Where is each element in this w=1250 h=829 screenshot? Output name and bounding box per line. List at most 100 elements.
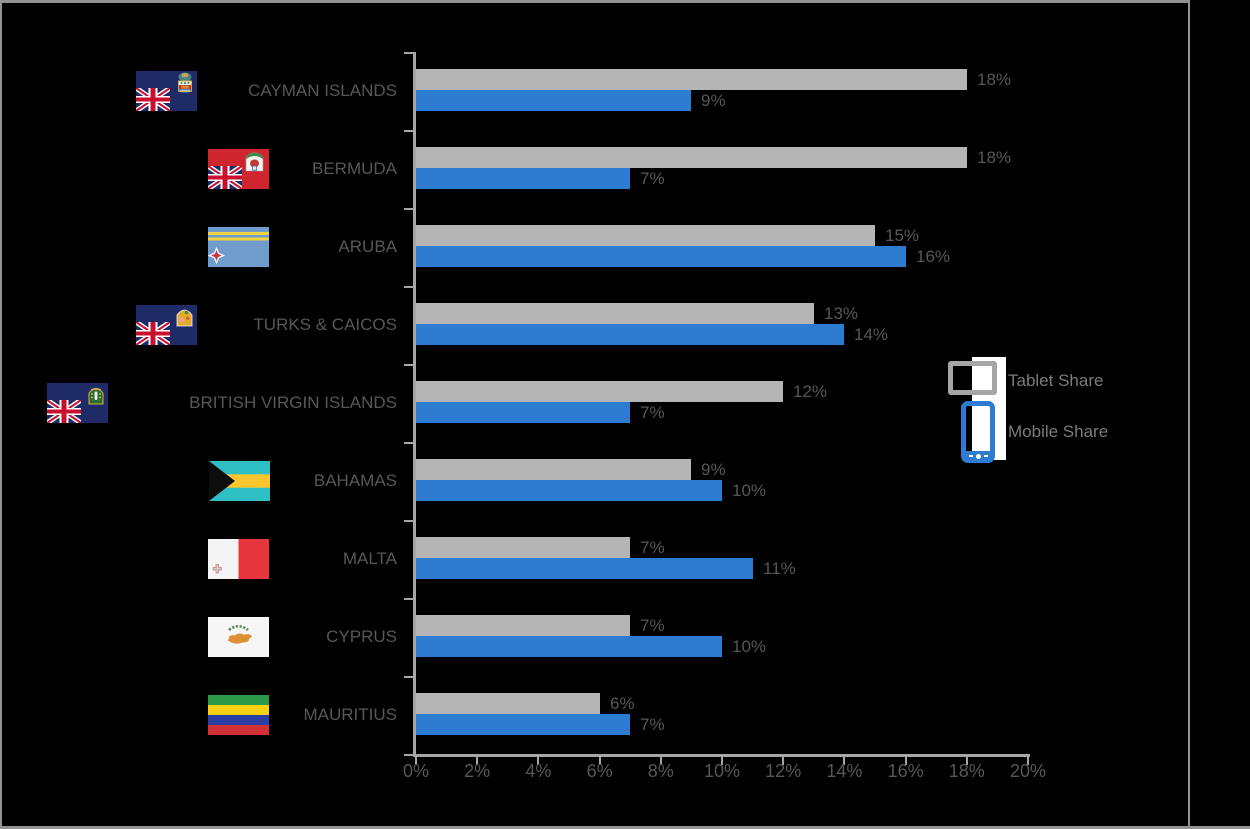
- x-axis-tick: [904, 757, 907, 765]
- mobile-share-value: 7%: [640, 169, 665, 189]
- category-row: BAHAMAS 9% 10%: [0, 442, 1190, 520]
- mobile-share-value: 7%: [640, 715, 665, 735]
- tablet-share-bar: [416, 615, 630, 637]
- tablet-share-bar: [416, 693, 600, 715]
- y-axis-tick: [404, 364, 413, 366]
- x-axis-tick-label: 14%: [826, 761, 863, 781]
- tablet-share-value: 7%: [640, 538, 665, 558]
- category-label: MAURITIUS: [303, 705, 398, 725]
- x-axis-tick-label: 16%: [887, 761, 924, 781]
- y-axis-tick: [404, 286, 413, 288]
- tablet-share-bar: [416, 225, 875, 247]
- y-axis-tick: [404, 52, 413, 54]
- category-row: TURKS & CAICOS 13% 14%: [0, 286, 1190, 364]
- legend-label-mobile: Mobile Share: [1008, 422, 1109, 441]
- tablet-share-value: 13%: [824, 304, 859, 324]
- bahamas-flag-icon: [209, 461, 270, 502]
- x-axis-tick-label: 4%: [525, 761, 552, 781]
- x-axis-tick: [1027, 757, 1029, 765]
- category-row: BRITISH VIRGIN ISLANDS 12% 7%: [0, 364, 1190, 442]
- category-label: CAYMAN ISLANDS: [248, 81, 397, 101]
- tablet-share-value: 18%: [977, 70, 1012, 89]
- mobile-share-value: 14%: [854, 325, 889, 345]
- tablet-share-value: 12%: [793, 382, 828, 402]
- category-row: MAURITIUS 6% 7%: [0, 676, 1190, 754]
- x-axis-tick-label: 8%: [647, 761, 674, 781]
- tablet-share-bar: [416, 147, 967, 169]
- mobile-share-value: 10%: [732, 637, 767, 657]
- category-label: BRITISH VIRGIN ISLANDS: [189, 393, 397, 413]
- y-axis-tick: [404, 520, 413, 522]
- mobile-share-value: 7%: [640, 403, 665, 423]
- legend-label-tablet: Tablet Share: [1008, 371, 1104, 390]
- y-axis-tick: [404, 130, 413, 132]
- x-axis-tick: [843, 757, 846, 765]
- mobile-share-bar: [416, 558, 753, 580]
- mobile-share-bar: [416, 402, 630, 424]
- category-label: TURKS & CAICOS: [253, 315, 397, 335]
- mobile-share-bar: [416, 168, 630, 190]
- malta-flag-icon: [208, 539, 269, 580]
- y-axis-tick: [404, 676, 413, 678]
- x-axis-tick-label: 12%: [765, 761, 802, 781]
- tablet-share-value: 7%: [640, 616, 665, 636]
- category-row: ARUBA 15% 16%: [0, 208, 1190, 286]
- x-axis-tick: [659, 757, 662, 765]
- tablet-share-value: 15%: [885, 226, 920, 246]
- x-axis-tick-label: 18%: [948, 761, 985, 781]
- x-axis-tick: [965, 757, 968, 765]
- x-axis-tick: [782, 757, 785, 765]
- y-axis-tick: [404, 208, 413, 210]
- mobile-share-bar: [416, 324, 844, 346]
- y-axis-line: [413, 52, 416, 757]
- category-zone: MALTA: [0, 520, 416, 598]
- mobile-share-bar: [416, 636, 722, 658]
- mobile-share-value: 9%: [701, 91, 726, 110]
- x-axis-line: [413, 754, 1030, 757]
- category-zone: ARUBA: [0, 208, 416, 286]
- tablet-share-value: 6%: [610, 694, 635, 714]
- tablet-share-value: 9%: [701, 460, 726, 480]
- category-label: ARUBA: [338, 237, 397, 257]
- category-zone: CYPRUS: [0, 598, 416, 676]
- phone-button-left: [968, 455, 973, 457]
- x-axis-tick: [537, 757, 540, 765]
- y-axis-tick: [404, 598, 413, 600]
- category-row: CAYMAN ISLANDS 18% 9%: [0, 52, 1190, 130]
- category-label: BAHAMAS: [313, 471, 397, 491]
- x-axis-tick-label: 6%: [586, 761, 613, 781]
- x-axis-tick: [721, 757, 723, 765]
- phone-button-right: [983, 455, 988, 457]
- category-zone: MAURITIUS: [0, 676, 416, 754]
- cayman-islands-flag-icon: [136, 71, 197, 112]
- category-label: BERMUDA: [311, 159, 397, 179]
- turks-and-caicos-flag-icon: [136, 305, 197, 346]
- british-virgin-islands-flag-icon: [47, 383, 108, 424]
- category-label: CYPRUS: [326, 627, 397, 647]
- mobile-share-value: 16%: [916, 247, 951, 267]
- mobile-share-bar: [416, 714, 630, 736]
- category-row: CYPRUS 7% 10%: [0, 598, 1190, 676]
- cyprus-flag-icon: [208, 617, 269, 658]
- tablet-share-bar: [416, 381, 783, 403]
- x-axis-tick-label: 10%: [703, 761, 741, 781]
- aruba-flag-icon: [207, 227, 269, 268]
- mobile-share-bar: [416, 246, 906, 268]
- category-row: BERMUDA 18% 7%: [0, 130, 1190, 208]
- tablet-portrait-icon: [972, 357, 1006, 460]
- x-axis-tick: [415, 757, 417, 765]
- smartphone-icon: [961, 401, 995, 463]
- mobile-share-bar: [416, 480, 722, 502]
- bermuda-flag-icon: [208, 149, 269, 190]
- category-zone: BERMUDA: [0, 130, 416, 208]
- x-axis-tick-label: 0%: [402, 761, 429, 781]
- y-axis-tick: [404, 442, 413, 444]
- mobile-share-bar: [416, 90, 691, 111]
- tablet-share-bar: [416, 537, 630, 559]
- tablet-share-bar: [416, 459, 691, 481]
- x-axis-tick-label: 2%: [464, 761, 491, 781]
- category-row: MALTA 7% 11%: [0, 520, 1190, 598]
- tablet-share-value: 18%: [977, 148, 1012, 168]
- x-axis-tick: [476, 757, 479, 765]
